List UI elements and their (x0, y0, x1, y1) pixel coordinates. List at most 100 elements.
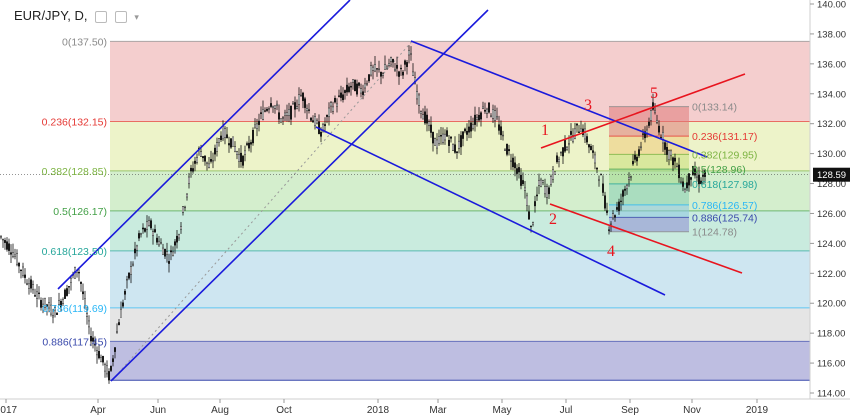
candle-body (678, 164, 681, 179)
candle-body (450, 136, 453, 139)
candle-body (137, 233, 140, 239)
fib-label: 0.5(126.17) (53, 206, 107, 218)
candle-body (412, 71, 415, 76)
candle-body (434, 138, 437, 146)
candle-body (544, 186, 547, 195)
candle-body (310, 117, 313, 121)
candle-body (704, 170, 707, 177)
y-tick-label: 140.00 (817, 0, 846, 11)
candle-body (237, 154, 240, 162)
candle-body (612, 213, 615, 219)
candle-body (448, 139, 451, 146)
candle-body (622, 190, 625, 197)
y-tick-label: 138.00 (817, 29, 846, 40)
candle-body (580, 128, 583, 132)
candle-body (684, 189, 687, 193)
candle-body (167, 261, 170, 264)
candle-body (668, 150, 671, 160)
candle-body (538, 179, 541, 186)
candle-body (332, 106, 335, 112)
settings-icon[interactable] (95, 10, 108, 23)
candle-body (205, 161, 208, 164)
candle-body (225, 134, 228, 139)
candle-body (646, 129, 649, 135)
candle-body (115, 331, 118, 334)
y-tick-label: 116.00 (817, 359, 845, 370)
x-tick-label: Jul (560, 405, 573, 416)
candle-body (296, 106, 299, 109)
candle-body (696, 175, 699, 178)
visibility-icon[interactable] (114, 10, 127, 23)
candle-body (260, 112, 263, 114)
candle-body (456, 151, 459, 153)
candle-body (682, 181, 685, 187)
candle-body (32, 284, 35, 291)
candle-body (376, 68, 379, 70)
candle-body (229, 138, 232, 148)
candle-body (63, 289, 66, 299)
candle-body (219, 135, 222, 141)
candle-body (370, 65, 373, 76)
candle-body (608, 229, 611, 231)
candle-body (592, 150, 595, 153)
candle-body (700, 180, 703, 184)
candle-body (312, 120, 315, 123)
candle-body (446, 130, 449, 137)
candle-body (243, 150, 246, 155)
candle-body (686, 182, 689, 189)
wave-label: 1 (541, 122, 549, 139)
candle-body (522, 180, 525, 185)
fib-minor-label: 0.886(125.74) (692, 212, 757, 224)
candle-body (221, 125, 224, 140)
candle-body (239, 152, 242, 162)
candle-body (107, 371, 110, 381)
candle-body (688, 173, 691, 186)
channel-line-red (540, 73, 746, 149)
candle-body (320, 132, 323, 137)
candle-body (290, 105, 293, 120)
candle-body (135, 245, 138, 251)
candle-body (506, 144, 509, 155)
candle-body (147, 220, 150, 227)
fib-label: 0(137.50) (62, 36, 107, 48)
candle-body (171, 251, 174, 257)
candle-body (606, 210, 609, 213)
candle-body (5, 241, 8, 250)
fib-minor-label: 0(133.14) (692, 102, 737, 114)
x-tick-label: Aug (211, 405, 229, 416)
fib-minor-label: 0.618(127.98) (692, 179, 757, 191)
candle-body (490, 115, 493, 118)
candle-body (408, 50, 411, 56)
wave-label: 3 (584, 97, 592, 114)
candle-body (596, 167, 599, 170)
candle-body (294, 102, 297, 110)
candle-body (610, 223, 613, 225)
x-tick-label: May (493, 405, 512, 416)
candle-body (350, 85, 353, 88)
candle-body (444, 133, 447, 141)
candle-body (0, 236, 2, 238)
candle-body (674, 157, 677, 162)
fib-minor-band (609, 169, 689, 184)
channel-line-red (549, 203, 743, 274)
candle-body (590, 146, 593, 151)
candle-body (404, 60, 407, 65)
candle-body (163, 249, 166, 257)
candle-body (302, 92, 305, 101)
candle-body (119, 308, 122, 318)
fib-bands-major (110, 40, 810, 381)
candle-body (556, 155, 559, 163)
fib-minor-band (609, 204, 689, 218)
candle-body (420, 111, 423, 114)
candle-body (352, 79, 355, 83)
fib-minor-label: 0.786(126.57) (692, 200, 757, 212)
candle-body (624, 188, 627, 191)
candle-body (504, 149, 507, 151)
candle-body (125, 279, 128, 281)
candle-body (20, 269, 23, 272)
candle-body (584, 128, 587, 140)
x-axis-panel (0, 399, 850, 417)
candle-body (203, 155, 206, 162)
x-tick-label: Apr (90, 405, 106, 416)
chevron-down-icon[interactable]: ▾ (134, 12, 139, 22)
